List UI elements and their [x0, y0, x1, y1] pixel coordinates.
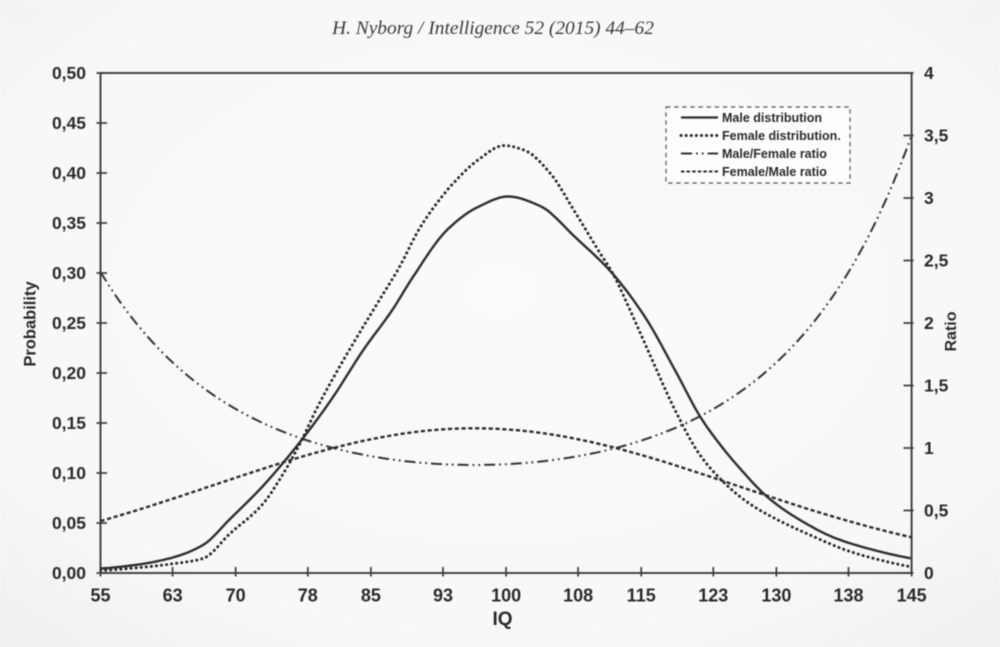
- svg-text:63: 63: [163, 586, 183, 606]
- svg-text:78: 78: [298, 586, 318, 606]
- svg-text:Female distribution.: Female distribution.: [722, 129, 841, 143]
- svg-text:108: 108: [563, 586, 593, 606]
- svg-text:0,30: 0,30: [52, 263, 86, 283]
- svg-text:0: 0: [924, 563, 934, 583]
- svg-text:0,40: 0,40: [52, 163, 86, 183]
- svg-text:0,45: 0,45: [52, 113, 86, 133]
- svg-text:2: 2: [924, 313, 934, 333]
- svg-text:Ratio: Ratio: [943, 311, 960, 351]
- svg-text:Female/Male ratio: Female/Male ratio: [722, 165, 827, 179]
- svg-text:4: 4: [924, 63, 934, 83]
- svg-text:0,00: 0,00: [52, 563, 86, 583]
- svg-text:1: 1: [924, 438, 934, 458]
- svg-text:Male/Female ratio: Male/Female ratio: [722, 147, 827, 161]
- svg-text:70: 70: [226, 586, 246, 606]
- svg-text:Probability: Probability: [22, 281, 40, 367]
- svg-text:Male distribution: Male distribution: [722, 111, 822, 125]
- svg-text:H. Nyborg / Intelligence 52 (2: H. Nyborg / Intelligence 52 (2015) 44–62: [331, 18, 654, 39]
- svg-text:1,5: 1,5: [924, 376, 949, 396]
- svg-text:115: 115: [627, 586, 656, 606]
- svg-text:0,25: 0,25: [52, 313, 86, 333]
- svg-text:3,5: 3,5: [924, 126, 949, 146]
- svg-text:0,50: 0,50: [52, 63, 86, 83]
- svg-text:138: 138: [833, 586, 863, 606]
- svg-text:100: 100: [491, 586, 521, 606]
- svg-text:0,35: 0,35: [52, 213, 86, 233]
- svg-text:3: 3: [924, 188, 934, 208]
- svg-text:IQ: IQ: [492, 609, 512, 630]
- svg-text:0,15: 0,15: [52, 413, 86, 433]
- svg-text:130: 130: [761, 586, 791, 606]
- svg-text:0,20: 0,20: [52, 363, 86, 383]
- svg-text:85: 85: [361, 586, 381, 606]
- svg-text:93: 93: [433, 586, 453, 606]
- svg-text:0,05: 0,05: [52, 513, 86, 533]
- svg-text:55: 55: [90, 586, 110, 606]
- svg-text:145: 145: [897, 586, 927, 606]
- svg-text:0,5: 0,5: [924, 501, 949, 521]
- svg-text:123: 123: [698, 586, 728, 606]
- svg-text:0,10: 0,10: [52, 463, 86, 483]
- svg-text:2,5: 2,5: [924, 251, 949, 271]
